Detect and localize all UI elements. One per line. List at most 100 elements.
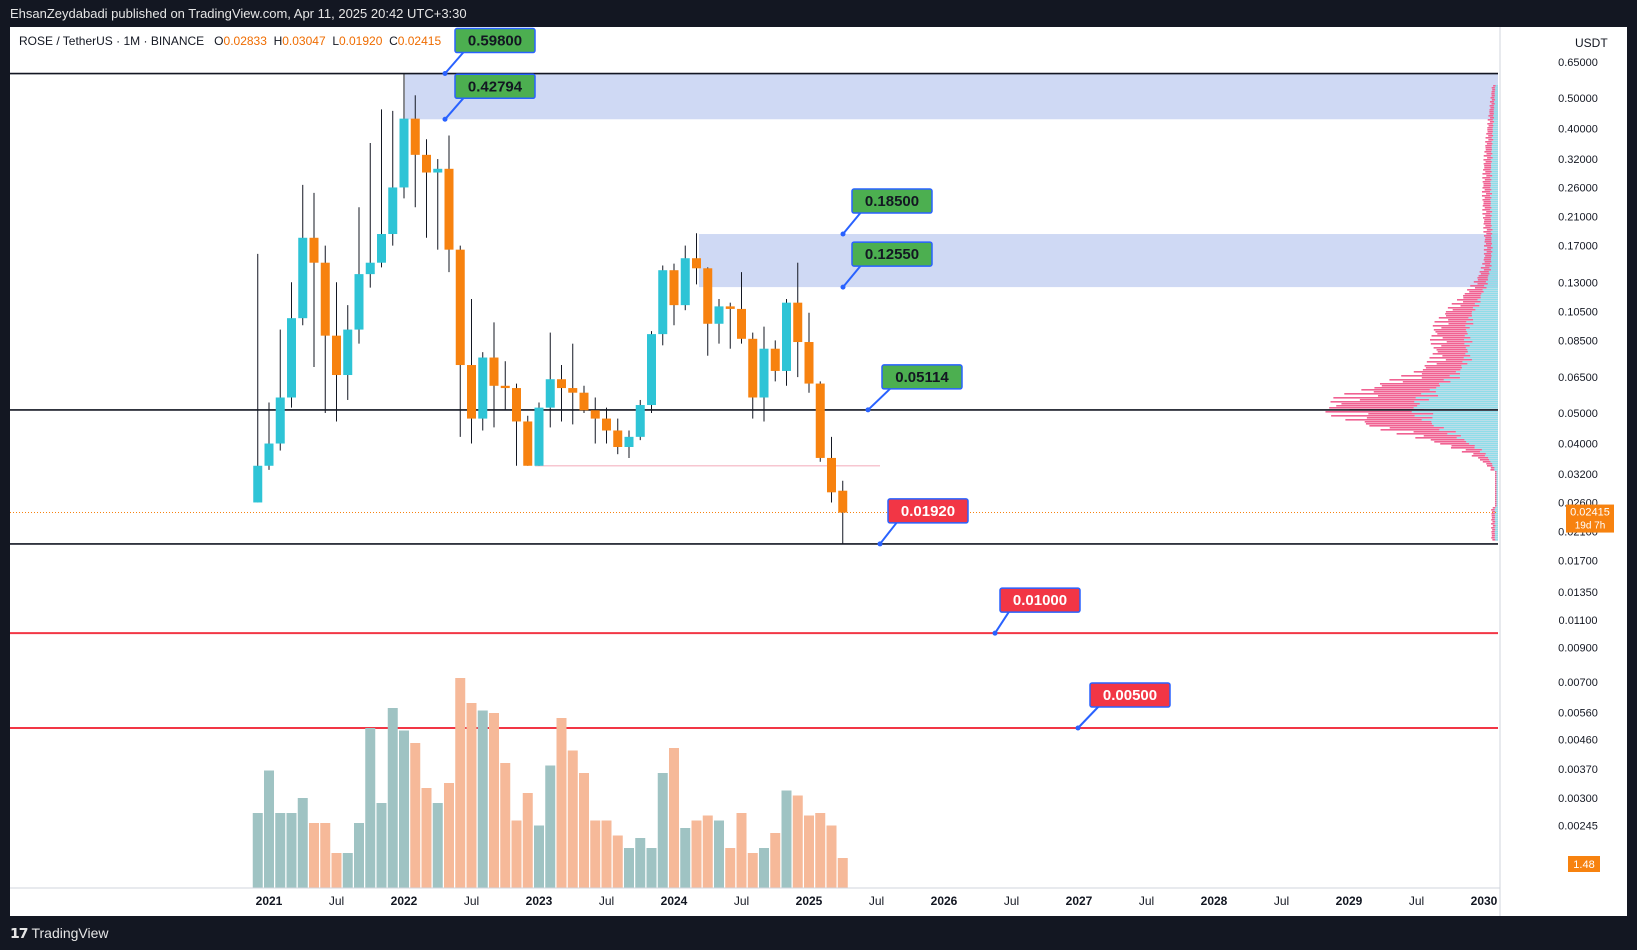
countdown-text: 19d 7h <box>1575 521 1606 532</box>
close-value: 0.02415 <box>397 34 442 48</box>
volume-bar <box>421 788 432 888</box>
candle <box>782 299 791 386</box>
profile-bar-teal <box>1431 421 1498 423</box>
candle <box>815 381 825 462</box>
profile-bar-teal <box>1480 295 1498 297</box>
candle-body <box>770 348 780 371</box>
candle <box>624 430 634 458</box>
candle <box>410 95 420 208</box>
candle <box>838 480 848 544</box>
candle <box>332 282 341 422</box>
tradingview-brand[interactable]: TradingView <box>31 925 109 941</box>
profile-bar-teal <box>1494 517 1498 519</box>
profile-bar-pink <box>1486 465 1498 467</box>
time-tick-label: 2021 <box>256 894 283 908</box>
price-label: 0.01000 <box>992 587 1081 636</box>
profile-bar-teal <box>1481 293 1498 295</box>
profile-bar-teal <box>1491 167 1498 169</box>
volume-bar <box>297 798 308 888</box>
profile-bar-teal <box>1490 177 1498 179</box>
profile-bar-pink <box>1490 117 1498 119</box>
candle-body <box>703 268 713 324</box>
profile-bar-teal <box>1414 415 1498 417</box>
profile-bar-teal <box>1490 223 1498 225</box>
candle-body <box>264 443 274 466</box>
profile-bar-teal <box>1495 89 1498 91</box>
profile-bar-teal <box>1459 373 1498 375</box>
profile-bar-teal <box>1436 387 1498 389</box>
profile-bar-teal <box>1492 133 1498 135</box>
profile-bar-teal <box>1493 101 1498 103</box>
publisher-bar: EhsanZeydabadi published on TradingView.… <box>0 0 1637 27</box>
volume-bar <box>286 813 297 888</box>
label-pointer <box>1077 704 1101 729</box>
profile-bar-teal <box>1428 399 1498 401</box>
level-label-text: 0.18500 <box>865 193 919 210</box>
resistance-zone <box>699 234 1498 288</box>
volume-profile <box>1325 85 1498 541</box>
profile-bar-teal <box>1455 371 1498 373</box>
profile-bar-teal <box>1491 221 1498 223</box>
volume-bar <box>669 748 679 888</box>
profile-bar-teal <box>1471 311 1498 313</box>
volume-bar <box>792 795 803 888</box>
profile-bar-teal <box>1494 103 1498 105</box>
candle <box>647 331 656 413</box>
profile-bar-teal <box>1489 273 1498 275</box>
volume-bar <box>489 713 499 888</box>
volume-bar <box>725 848 736 888</box>
time-tick-label: 2029 <box>1336 894 1363 908</box>
profile-bar-teal <box>1490 187 1498 189</box>
profile-bar-teal <box>1492 229 1498 231</box>
price-tick-label: 0.00460 <box>1558 734 1598 746</box>
profile-bar-teal <box>1492 193 1498 195</box>
profile-bar-pink <box>1413 371 1498 373</box>
volume-bar <box>309 823 319 888</box>
time-tick-label: 2028 <box>1201 894 1228 908</box>
profile-bar-teal <box>1494 519 1498 521</box>
profile-bar-teal <box>1496 501 1498 503</box>
volume-bar <box>399 730 409 888</box>
candle-body <box>658 270 668 335</box>
profile-bar-teal <box>1492 247 1498 249</box>
symbol-label[interactable]: ROSE / TetherUS · 1M · BINANCE <box>19 34 205 48</box>
profile-bar-teal <box>1496 503 1498 505</box>
profile-bar-teal <box>1490 213 1498 215</box>
volume-bar <box>320 823 331 888</box>
candle-body <box>692 258 701 269</box>
candle <box>692 233 701 285</box>
volume-bar <box>455 678 466 888</box>
price-tick-label: 0.32000 <box>1558 154 1598 166</box>
price-tick-label: 0.65000 <box>1558 57 1598 69</box>
price-tick-label: 0.01350 <box>1558 587 1598 599</box>
tradingview-logo[interactable]: 𝟭𝟳 <box>10 925 29 941</box>
volume-bar <box>837 858 848 888</box>
label-pointer <box>842 210 863 235</box>
volume-bar <box>601 820 612 888</box>
profile-bar-teal <box>1496 473 1498 475</box>
profile-bar-teal <box>1433 413 1498 415</box>
chart-frame[interactable] <box>10 27 1627 916</box>
profile-bar-teal <box>1491 207 1498 209</box>
profile-bar-pink <box>1492 507 1498 509</box>
time-tick-label: 2026 <box>931 894 958 908</box>
profile-bar-teal <box>1494 533 1498 535</box>
time-tick-label: 2023 <box>526 894 553 908</box>
volume-bar <box>275 813 286 888</box>
price-tick-label: 0.08500 <box>1558 335 1598 347</box>
profile-bar-teal <box>1491 147 1498 149</box>
profile-bar-teal <box>1487 283 1498 285</box>
profile-bar-pink <box>1442 355 1498 357</box>
profile-bar-teal <box>1490 199 1498 201</box>
tradingview-footer: 𝟭𝟳 TradingView <box>0 916 1637 950</box>
profile-bar-teal <box>1491 215 1498 217</box>
profile-bar-teal <box>1493 121 1498 123</box>
profile-bar-teal <box>1491 165 1498 167</box>
candle-body <box>737 308 746 339</box>
high-label: H <box>273 34 283 48</box>
candle <box>399 73 409 199</box>
price-label: 0.05114 <box>865 364 963 413</box>
price-tick-label: 0.01700 <box>1558 556 1598 568</box>
candle <box>388 110 398 246</box>
